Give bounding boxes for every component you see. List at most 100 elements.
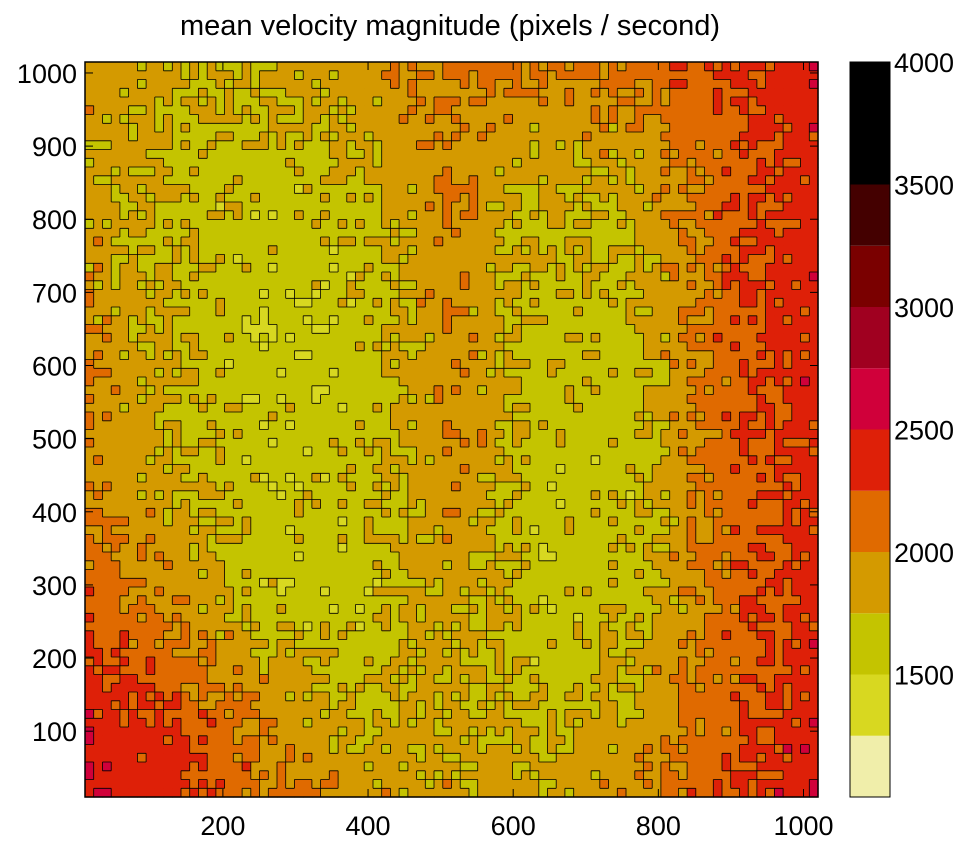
heatmap-cell	[434, 552, 444, 562]
heatmap-cell	[591, 237, 601, 247]
heatmap-cell	[119, 315, 130, 326]
heatmap-cell	[215, 210, 226, 221]
heatmap-cell	[242, 175, 252, 186]
heatmap-cell	[242, 140, 252, 151]
heatmap-cell	[652, 403, 662, 413]
heatmap-cell	[163, 333, 173, 343]
heatmap-cell	[407, 560, 418, 571]
heatmap-cell	[617, 280, 627, 291]
heatmap-cell	[660, 473, 671, 483]
heatmap-cell	[730, 560, 741, 571]
heatmap-cell	[311, 499, 322, 509]
heatmap-cell	[346, 149, 357, 159]
heatmap-cell	[442, 79, 453, 89]
heatmap-cell	[582, 508, 592, 518]
heatmap-cell	[713, 482, 723, 492]
heatmap-cell	[364, 97, 374, 107]
heatmap-cell	[809, 105, 819, 116]
heatmap-cell	[468, 499, 479, 509]
heatmap-cell	[791, 307, 802, 317]
heatmap-cell	[791, 490, 802, 501]
heatmap-cell	[137, 123, 147, 133]
heatmap-cell	[434, 560, 444, 571]
heatmap-cell	[250, 403, 261, 413]
heatmap-cell	[477, 280, 488, 291]
heatmap-cell	[137, 403, 147, 413]
heatmap-cell	[416, 245, 426, 256]
heatmap-cell	[765, 158, 775, 168]
heatmap-cell	[372, 377, 383, 387]
heatmap-cell	[564, 569, 575, 579]
heatmap-cell	[276, 447, 287, 457]
heatmap-cell	[748, 280, 758, 291]
heatmap-cell	[276, 123, 287, 133]
heatmap-cell	[660, 429, 671, 439]
heatmap-cell	[434, 447, 444, 457]
heatmap-cell	[809, 490, 819, 501]
heatmap-cell	[704, 517, 714, 527]
heatmap-cell	[626, 333, 636, 343]
heatmap-cell	[748, 552, 758, 562]
heatmap-cell	[346, 447, 357, 457]
heatmap-cell	[512, 140, 522, 151]
heatmap-cell	[643, 228, 653, 238]
heatmap-cell	[303, 105, 313, 116]
heatmap-cell	[390, 289, 400, 299]
heatmap-cell	[678, 482, 688, 492]
heatmap-cell	[547, 350, 557, 361]
heatmap-cell	[521, 193, 531, 203]
heatmap-cell	[119, 123, 130, 133]
heatmap-cell	[748, 350, 758, 361]
heatmap-cell	[338, 280, 348, 291]
heatmap-cell	[372, 245, 383, 256]
heatmap-cell	[512, 228, 522, 238]
heatmap-cell	[233, 307, 243, 317]
heatmap-cell	[556, 132, 566, 142]
heatmap-cell	[713, 210, 723, 221]
heatmap-cell	[704, 237, 714, 247]
heatmap-cell	[783, 123, 793, 133]
heatmap-cell	[669, 403, 679, 413]
heatmap-cell	[442, 210, 453, 221]
heatmap-cell	[85, 97, 95, 107]
heatmap-cell	[294, 193, 304, 203]
heatmap-cell	[503, 228, 514, 238]
heatmap-cell	[338, 438, 348, 448]
heatmap-cell	[573, 167, 583, 177]
heatmap-cell	[660, 464, 671, 474]
heatmap-cell	[364, 140, 374, 151]
heatmap-cell	[503, 482, 514, 492]
heatmap-cell	[434, 298, 444, 308]
heatmap-cell	[364, 254, 374, 264]
heatmap-cell	[687, 429, 697, 439]
heatmap-cell	[390, 132, 400, 142]
heatmap-cell	[311, 438, 322, 448]
heatmap-cell	[425, 473, 435, 483]
heatmap-cell	[530, 324, 540, 334]
heatmap-cell	[722, 245, 732, 256]
heatmap-cell	[503, 88, 514, 98]
heatmap-cell	[93, 280, 104, 291]
heatmap-cell	[739, 184, 749, 194]
heatmap-cell	[163, 490, 173, 501]
heatmap-cell	[704, 447, 714, 457]
heatmap-cell	[102, 123, 112, 133]
heatmap-cell	[722, 552, 732, 562]
heatmap-cell	[198, 455, 208, 466]
heatmap-cell	[713, 184, 723, 194]
heatmap-cell	[242, 254, 252, 264]
heatmap-cell	[521, 254, 531, 264]
heatmap-cell	[146, 394, 156, 404]
heatmap-cell	[259, 62, 269, 72]
heatmap-cell	[730, 350, 741, 361]
heatmap-cell	[163, 324, 173, 334]
heatmap-cell	[678, 167, 688, 177]
heatmap-cell	[756, 70, 767, 81]
heatmap-cell	[346, 245, 357, 256]
heatmap-cell	[486, 517, 496, 527]
heatmap-cell	[783, 429, 793, 439]
heatmap-cell	[381, 394, 392, 404]
heatmap-cell	[591, 307, 601, 317]
heatmap-cell	[215, 508, 226, 518]
heatmap-cell	[503, 97, 514, 107]
